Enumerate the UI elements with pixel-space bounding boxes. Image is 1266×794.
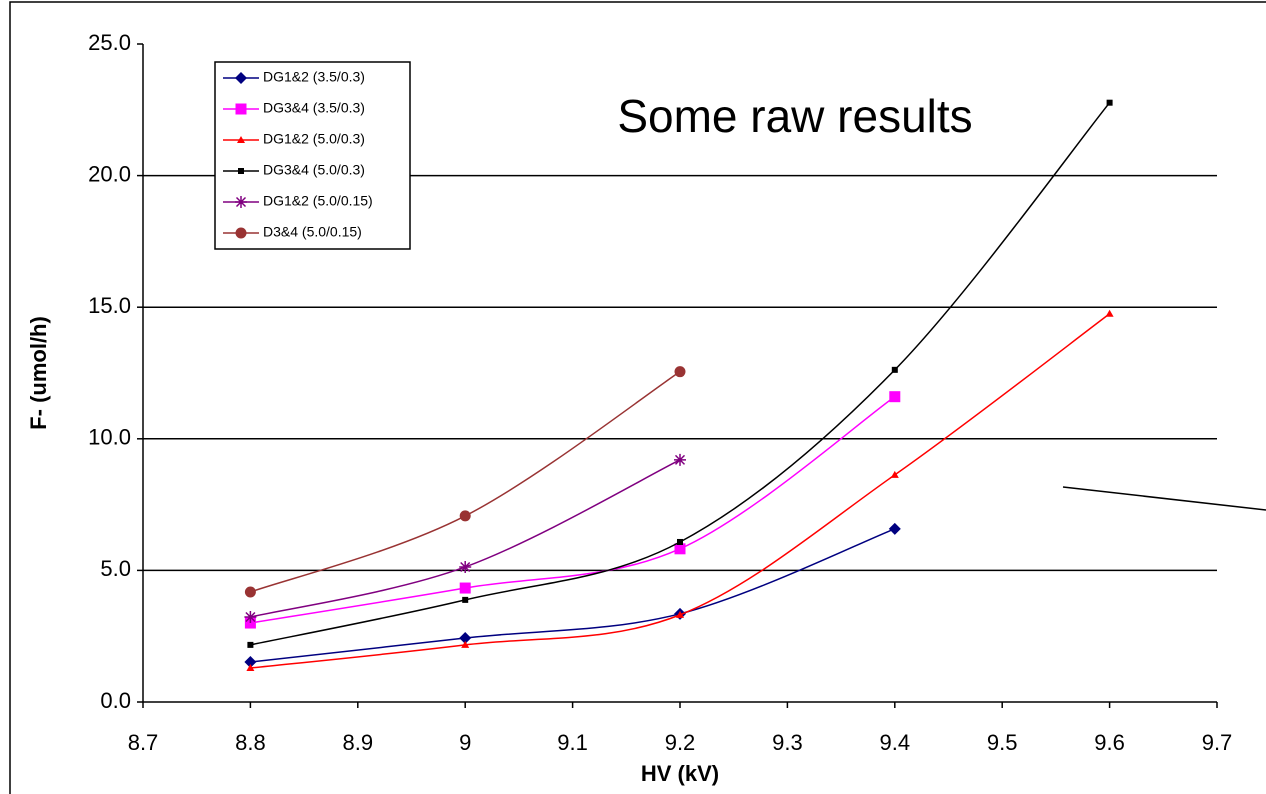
series-line [250,313,1111,669]
x-tick-label: 9.5 [987,730,1018,755]
x-tick-label: 8.9 [343,730,374,755]
marker [235,103,247,115]
legend-label: DG3&4 (5.0/0.3) [263,162,365,178]
x-tick-label: 8.7 [128,730,159,755]
marker [235,227,247,239]
y-tick-label: 25.0 [88,30,131,55]
marker [890,470,899,478]
x-tick-label: 8.8 [235,730,266,755]
marker [238,168,244,174]
x-tick-label: 9 [459,730,471,755]
marker [244,617,256,629]
y-tick-label: 5.0 [100,556,131,581]
marker [244,610,257,623]
y-tick-label: 10.0 [88,425,131,450]
marker [459,582,471,594]
marker [235,196,247,208]
x-axis-title: HV (kV) [641,761,719,786]
marker [674,543,686,555]
marker [674,366,686,378]
y-tick-label: 0.0 [100,688,131,713]
pointer-line [1062,486,1266,511]
legend-label: DG1&2 (3.5/0.3) [263,69,365,85]
marker [459,632,472,645]
x-tick-label: 9.7 [1202,730,1233,755]
marker [235,72,247,84]
x-tick-label: 9.4 [880,730,911,755]
series-line [250,528,896,663]
x-tick-label: 9.3 [772,730,803,755]
marker [237,136,245,143]
marker [247,641,254,648]
chart-frame [9,1,1266,794]
y-axis-title: F- (umol/h) [26,316,51,430]
marker [461,640,470,648]
legend-box [214,61,411,250]
marker [462,596,469,603]
y-tick-label: 15.0 [88,293,131,318]
marker [889,391,901,403]
marker [1106,99,1113,106]
legend-label: DG1&2 (5.0/0.3) [263,131,365,147]
marker [244,655,257,668]
marker [459,560,472,573]
chart-title: Some raw results [617,90,972,142]
series-line [250,396,896,624]
marker [891,366,898,373]
series-line [250,102,1111,646]
marker [888,522,901,535]
x-tick-label: 9.2 [665,730,696,755]
marker [674,453,686,466]
marker [676,610,684,618]
legend-label: D3&4 (5.0/0.15) [263,224,362,240]
marker [459,510,471,522]
marker [677,538,683,545]
marker [246,664,255,672]
legend-label: DG3&4 (3.5/0.3) [263,100,365,116]
marker [244,586,256,598]
series-line [250,371,681,593]
x-tick-label: 9.1 [557,730,588,755]
x-tick-label: 9.6 [1094,730,1125,755]
legend-label: DG1&2 (5.0/0.15) [263,193,373,209]
y-tick-label: 20.0 [88,161,131,186]
marker [1105,309,1114,317]
